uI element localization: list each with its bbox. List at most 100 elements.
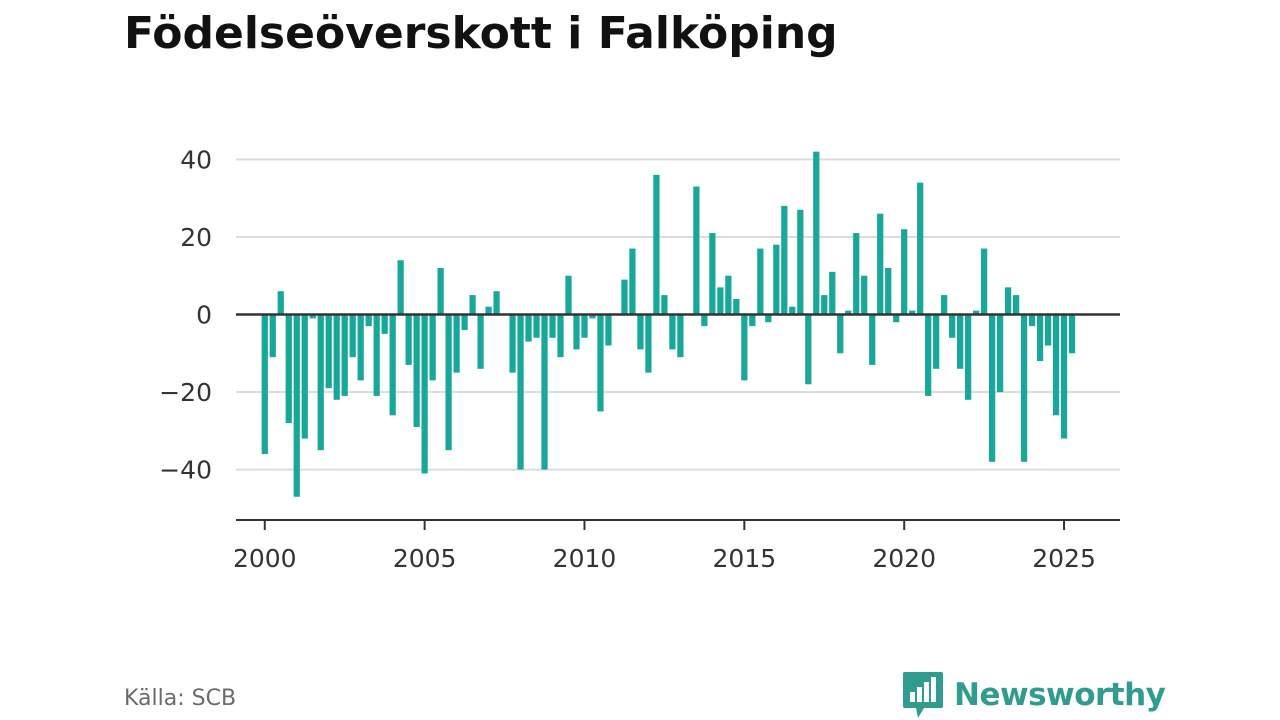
bar xyxy=(517,314,524,470)
bar xyxy=(813,151,820,315)
bar xyxy=(533,314,540,338)
bar xyxy=(821,295,828,315)
bar xyxy=(661,295,668,315)
bar xyxy=(541,314,548,470)
bar xyxy=(629,248,636,315)
bar xyxy=(581,314,588,338)
bar xyxy=(853,233,860,315)
bar xyxy=(1068,314,1076,354)
x-tick-label: 2010 xyxy=(553,544,617,573)
bar xyxy=(317,314,324,451)
bar xyxy=(701,314,708,327)
bar xyxy=(1044,314,1052,346)
bar xyxy=(293,314,300,497)
bar xyxy=(397,260,404,315)
bar xyxy=(525,314,532,342)
bar xyxy=(301,314,308,439)
bar xyxy=(549,314,556,338)
newsworthy-logo-icon xyxy=(903,672,943,718)
bar xyxy=(757,248,764,315)
bar xyxy=(917,182,924,315)
bar xyxy=(933,314,940,369)
bar xyxy=(733,298,740,315)
x-tick-label: 2015 xyxy=(713,544,777,573)
bar xyxy=(493,291,500,315)
bar xyxy=(565,275,572,315)
bar xyxy=(365,314,372,327)
x-tick-label: 2000 xyxy=(233,544,297,573)
bar xyxy=(461,314,468,330)
x-tick-label: 2005 xyxy=(393,544,457,573)
bar xyxy=(1012,295,1020,315)
bar xyxy=(996,314,1004,393)
bar xyxy=(941,295,948,315)
bar xyxy=(261,314,268,455)
brand-logo[interactable]: Newsworthy xyxy=(902,670,1166,720)
bar xyxy=(877,213,884,315)
bar xyxy=(573,314,580,350)
bar xyxy=(557,314,564,358)
bar xyxy=(869,314,876,365)
bar xyxy=(357,314,364,381)
x-axis: 2000 2005 2010 2015 2020 2025 xyxy=(233,519,1120,573)
x-tick-label: 2020 xyxy=(872,544,936,573)
y-tick-label: 0 xyxy=(196,300,212,329)
bar xyxy=(749,314,756,327)
bar xyxy=(653,174,660,315)
bar xyxy=(845,310,852,315)
bar xyxy=(333,314,340,400)
bar xyxy=(909,310,916,315)
bar xyxy=(445,314,452,451)
bar xyxy=(645,314,652,373)
bar xyxy=(421,314,428,474)
bar xyxy=(805,314,812,385)
y-tick-label: −40 xyxy=(159,456,212,485)
bar xyxy=(1060,314,1068,439)
bar xyxy=(797,209,804,315)
y-axis-ticks: 40 20 0 −20 −40 xyxy=(159,145,212,484)
brand-name: Newsworthy xyxy=(954,677,1166,713)
bar xyxy=(469,295,476,315)
source-note: Källa: SCB xyxy=(124,686,237,711)
bar xyxy=(381,314,388,334)
bar xyxy=(621,279,628,315)
bar xyxy=(285,314,292,424)
bar xyxy=(669,314,676,350)
bar xyxy=(981,248,988,315)
chart-title: Födelseöverskott i Falköping xyxy=(124,8,838,59)
bar xyxy=(349,314,356,358)
bar xyxy=(309,314,316,319)
bar xyxy=(509,314,516,373)
bar xyxy=(341,314,348,396)
bar xyxy=(725,275,732,315)
bar xyxy=(597,314,604,412)
bar xyxy=(717,287,724,315)
bar xyxy=(413,314,420,427)
bar xyxy=(405,314,412,365)
bar xyxy=(925,314,932,396)
bar xyxy=(1028,314,1036,327)
bar xyxy=(277,291,284,315)
bars xyxy=(236,151,1120,497)
bar xyxy=(1052,314,1060,416)
bar xyxy=(988,314,996,462)
bar xyxy=(325,314,332,389)
bar xyxy=(829,271,836,315)
y-tick-label: 40 xyxy=(180,145,212,174)
bar xyxy=(605,314,612,346)
bar xyxy=(453,314,460,373)
bar xyxy=(885,267,892,315)
y-tick-label: 20 xyxy=(180,223,212,252)
bar xyxy=(1020,314,1028,462)
bar xyxy=(837,314,844,354)
bar xyxy=(949,314,956,338)
bar xyxy=(437,267,444,315)
bar xyxy=(485,306,492,315)
gridlines xyxy=(236,158,1120,471)
bar xyxy=(1004,287,1012,315)
bar xyxy=(893,314,900,323)
bar xyxy=(637,314,644,350)
bar xyxy=(973,310,980,315)
bar xyxy=(741,314,748,381)
bar xyxy=(957,314,964,369)
